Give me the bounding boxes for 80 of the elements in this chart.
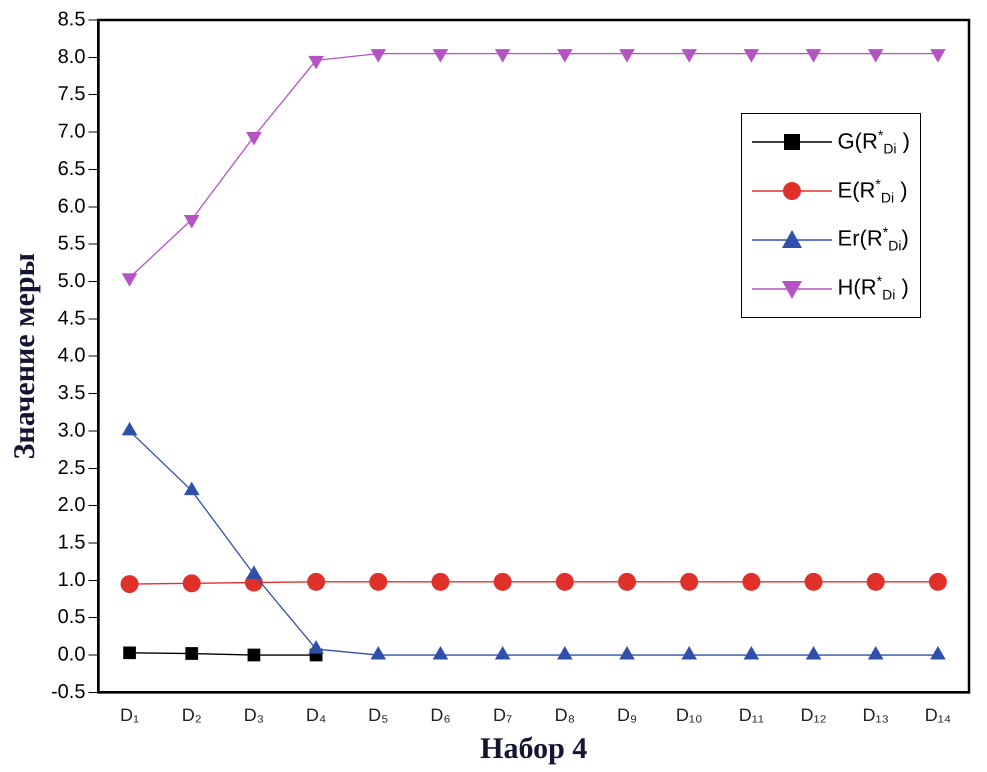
point [744,49,760,63]
point [618,572,636,591]
y-tick-label: 3.0 [58,419,86,442]
point [680,572,698,591]
y-tick-label: 8.0 [58,46,86,68]
point [308,640,324,654]
point [494,646,510,660]
point [556,572,574,591]
x-tick-label: D₄ [306,705,326,726]
point [930,646,946,660]
point [930,49,946,63]
y-tick-label: -0.5 [50,680,86,703]
point [370,646,386,660]
point [307,572,326,591]
legend-label: Er(R$^{*}$$_{Di}$) [838,223,909,256]
y-tick-label: 2.5 [58,456,86,479]
x-tick-label: D₇ [493,705,512,726]
x-tick-label: D₆ [430,705,451,726]
point [122,273,138,287]
x-tick-label: D₁₂ [800,705,827,726]
legend-label: G(R$^{*}$$_{Di}$ ) [838,126,910,159]
point [868,646,884,660]
y-tick-label: 5.0 [58,270,86,292]
point [246,132,262,146]
point [866,572,885,591]
y-tick-label: 4.0 [58,344,86,367]
y-axis-title: Значение меры [8,252,41,460]
point [184,214,200,228]
point [123,646,136,660]
y-tick-label: 6.0 [58,195,86,218]
legend-label: E(R$^{*}$$_{Di}$ ) [838,174,908,208]
point [804,572,823,591]
point [806,49,822,63]
x-tick-label: D₂ [182,705,202,726]
x-tick-label: D₃ [244,705,264,726]
point [619,646,635,660]
point [370,49,386,63]
y-tick-label: 1.5 [58,531,86,554]
point [494,49,510,63]
y-tick-label: 1.0 [58,568,86,591]
point [806,646,822,660]
point [120,575,139,594]
x-tick-label: D₁₀ [676,705,702,726]
point [432,49,448,63]
x-tick-label: D₉ [616,705,638,726]
point [308,56,324,70]
y-tick-label: 8.5 [58,8,86,31]
y-tick-label: 5.5 [58,232,86,255]
x-tick-label: D₁ [120,705,140,726]
x-tick-label: D₁₃ [862,705,889,726]
y-tick-label: 7.5 [58,83,86,106]
point [431,572,450,591]
point [182,574,201,592]
x-tick-label: D₁₄ [924,705,952,726]
point [744,646,760,660]
y-tick-label: 7.0 [58,120,86,143]
point [557,646,573,660]
y-tick-label: 3.5 [58,382,86,404]
x-tick-label: D₁₁ [738,705,764,726]
point [681,49,697,63]
y-tick-label: 2.0 [58,494,86,516]
point [619,49,635,63]
point [928,572,947,591]
y-tick-label: 6.5 [58,158,86,180]
point [681,646,697,660]
point [742,572,760,591]
point [494,572,512,591]
y-tick-label: 0.5 [58,606,86,628]
x-tick-label: D₅ [368,705,388,726]
y-tick-label: 4.5 [58,307,86,330]
point [432,646,448,660]
point [248,648,260,662]
x-tick-label: D₈ [554,705,576,726]
x-axis-title: Набор 4 [480,732,588,765]
point [868,49,884,63]
legend-label: H(R$^{*}$$_{Di}$ ) [838,272,909,305]
y-tick-label: 0.0 [58,644,86,666]
point [369,572,388,591]
point [557,49,573,63]
point [185,647,198,660]
